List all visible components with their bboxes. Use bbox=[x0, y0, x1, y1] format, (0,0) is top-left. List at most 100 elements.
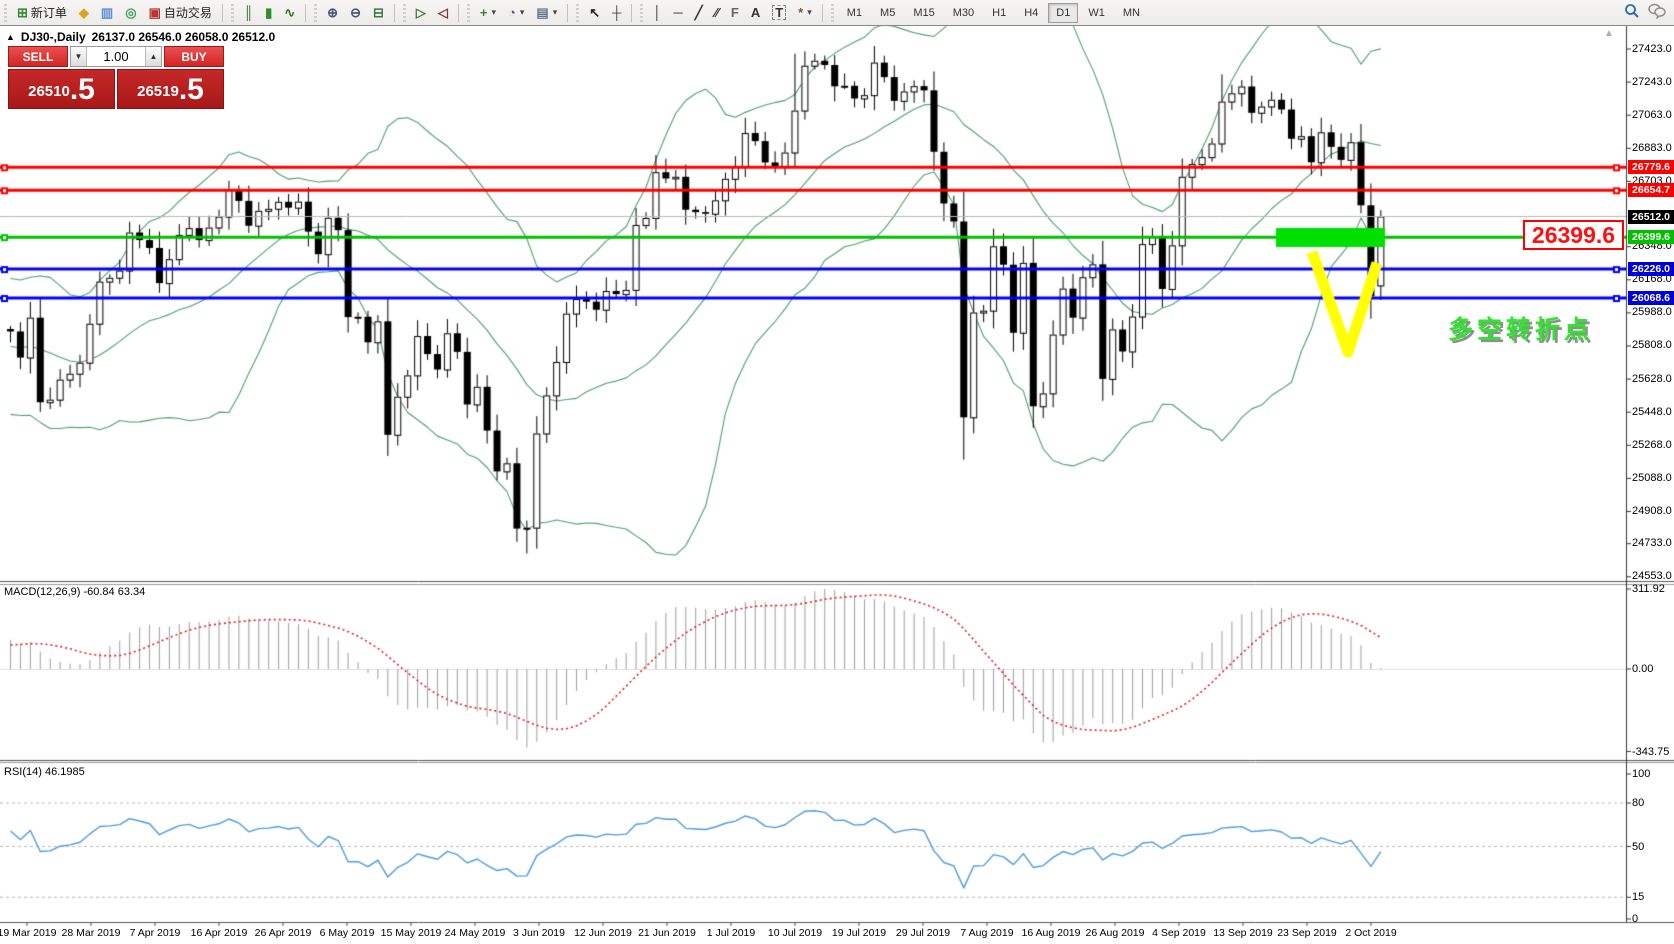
toolbar-grip[interactable] bbox=[2, 3, 9, 22]
auto-scroll-button[interactable]: ◁ bbox=[433, 3, 453, 22]
templates-button[interactable]: ▤ ▾ bbox=[531, 3, 562, 22]
key-level-price-label[interactable]: 26399.6 bbox=[1523, 220, 1624, 250]
toolbar-separator bbox=[631, 3, 633, 22]
toolbar-grip[interactable] bbox=[464, 3, 472, 22]
buy-price[interactable]: 26519 .5 bbox=[117, 69, 224, 109]
sell-price-fraction: .5 bbox=[69, 73, 95, 106]
search-icon[interactable] bbox=[1624, 3, 1640, 22]
indicators-button-caret[interactable]: ▾ bbox=[491, 7, 496, 17]
metaeditor-button[interactable]: ◆ bbox=[74, 3, 94, 22]
buy-price-main: 26519 bbox=[137, 83, 179, 100]
crosshair-button[interactable]: ┼ bbox=[607, 3, 626, 22]
toolbar: ⊞ 新订单 ◆ ▥ ◎ ▣ 自动交易 ║ ▮ ∿ ⊕ ⊖ ⊟ ▷ ◁ + ▾ ◔ ▾ ▤ ▾ ↖ ┼ │ ─ ╱ ∕∕ F A T * ▾ M1… bbox=[0, 0, 1674, 26]
timeframe-h1[interactable]: H1 bbox=[992, 6, 1007, 19]
sell-button[interactable]: SELL bbox=[8, 46, 68, 67]
toolbar-grip[interactable] bbox=[400, 3, 408, 22]
timeframe-m15[interactable]: M15 bbox=[913, 6, 935, 19]
new-order-button[interactable]: ⊞ 新订单 bbox=[12, 1, 72, 24]
bar-chart-button[interactable]: ║ bbox=[239, 3, 258, 22]
horizontal-line-icon: ─ bbox=[673, 5, 683, 20]
cursor-icon: ↖ bbox=[589, 5, 601, 20]
timeframe-m5[interactable]: M5 bbox=[880, 6, 896, 19]
toolbar-grip[interactable] bbox=[312, 3, 320, 22]
one-click-trade-panel: SELL ▼ ▲ BUY 26510 .5 26519 .5 bbox=[8, 46, 224, 109]
toolbar-separator bbox=[221, 3, 223, 22]
candlestick-chart-icon: ▮ bbox=[265, 5, 273, 20]
trendline-icon: ╱ bbox=[694, 5, 703, 20]
timeframe-d1[interactable]: D1 bbox=[1048, 2, 1079, 23]
vertical-line-button[interactable]: │ bbox=[648, 3, 666, 22]
toolbar-grip[interactable] bbox=[638, 3, 646, 22]
chart-shift-marker[interactable]: ▲ bbox=[1604, 28, 1614, 39]
indicators-icon: + bbox=[479, 5, 488, 20]
toolbar-separator bbox=[457, 3, 459, 22]
arrows-button[interactable]: * ▾ bbox=[793, 3, 817, 22]
line-chart-icon: ∿ bbox=[284, 5, 296, 20]
new-order-button-label: 新订单 bbox=[30, 6, 67, 20]
text-icon: A bbox=[750, 5, 761, 20]
crosshair-icon: ┼ bbox=[612, 5, 622, 20]
tile-windows-button[interactable]: ⊟ bbox=[368, 3, 389, 22]
signals-icon: ◎ bbox=[125, 5, 137, 20]
autotrading-button-label: 自动交易 bbox=[163, 6, 212, 20]
new-order-icon: ⊞ bbox=[17, 5, 28, 20]
volume-stepper: ▼ ▲ bbox=[70, 46, 162, 67]
zoom-in-button[interactable]: ⊕ bbox=[322, 3, 343, 22]
periods-icon: ◔ bbox=[508, 5, 516, 20]
volume-up-button[interactable]: ▲ bbox=[145, 47, 161, 66]
chart-shift-button[interactable]: ▷ bbox=[411, 3, 431, 22]
signals-button[interactable]: ◎ bbox=[120, 3, 141, 22]
auto-scroll-icon: ◁ bbox=[437, 5, 448, 20]
autotrading-button[interactable]: ▣ 自动交易 bbox=[144, 1, 217, 24]
pivot-annotation-text[interactable]: 多空转折点 bbox=[1448, 316, 1594, 344]
cursor-button[interactable]: ↖ bbox=[584, 3, 605, 22]
timeframe-w1[interactable]: W1 bbox=[1088, 6, 1105, 19]
chart-shift-icon: ▷ bbox=[415, 5, 426, 20]
tile-windows-icon: ⊟ bbox=[372, 5, 384, 20]
timeframe-m1[interactable]: M1 bbox=[846, 6, 863, 19]
templates-button-caret[interactable]: ▾ bbox=[552, 7, 558, 17]
candlestick-chart-button[interactable]: ▮ bbox=[260, 3, 277, 22]
timeframe-h4[interactable]: H4 bbox=[1024, 6, 1039, 19]
timeframe-m30[interactable]: M30 bbox=[952, 6, 975, 19]
periods-button-caret[interactable]: ▾ bbox=[519, 7, 525, 17]
vertical-line-icon: │ bbox=[653, 5, 662, 20]
periods-button[interactable]: ◔ ▾ bbox=[503, 3, 529, 22]
buy-button[interactable]: BUY bbox=[164, 46, 224, 67]
remote-terminal-button[interactable]: ▥ bbox=[96, 3, 118, 22]
zoom-in-icon: ⊕ bbox=[327, 5, 339, 20]
templates-icon: ▤ bbox=[536, 5, 549, 20]
toolbar-grip[interactable] bbox=[228, 3, 236, 22]
chat-icon[interactable] bbox=[1648, 3, 1666, 22]
toolbar-separator bbox=[393, 3, 395, 22]
sell-price-main: 26510 bbox=[28, 83, 70, 100]
volume-input[interactable] bbox=[87, 47, 145, 66]
text-label-icon: T bbox=[772, 5, 787, 20]
toolbar-grip[interactable] bbox=[574, 3, 582, 22]
equidistant-channel-button[interactable]: ∕∕ bbox=[710, 3, 724, 22]
buy-price-fraction: .5 bbox=[178, 73, 204, 106]
sell-price[interactable]: 26510 .5 bbox=[8, 69, 115, 109]
line-chart-button[interactable]: ∿ bbox=[279, 3, 300, 22]
chart-title: ▲ DJ30-,Daily 26137.0 26546.0 26058.0 26… bbox=[6, 30, 275, 44]
zoom-out-icon: ⊖ bbox=[350, 5, 361, 20]
timeframe-mn[interactable]: MN bbox=[1122, 6, 1140, 19]
volume-down-button[interactable]: ▼ bbox=[71, 47, 87, 66]
toolbar-grip[interactable] bbox=[828, 3, 836, 22]
zoom-out-button[interactable]: ⊖ bbox=[345, 3, 366, 22]
indicators-button[interactable]: + ▾ bbox=[475, 3, 501, 22]
text-button[interactable]: A bbox=[746, 3, 765, 22]
fibonacci-icon: F bbox=[730, 5, 739, 20]
toolbar-separator bbox=[305, 3, 307, 22]
horizontal-line-button[interactable]: ─ bbox=[668, 3, 687, 22]
trendline-button[interactable]: ╱ bbox=[690, 3, 708, 22]
fibonacci-button[interactable]: F bbox=[726, 3, 744, 22]
equidistant-channel-icon: ∕∕ bbox=[714, 5, 719, 20]
autotrading-icon: ▣ bbox=[148, 5, 161, 20]
text-label-button[interactable]: T bbox=[767, 2, 791, 23]
chart-ohlc-label: 26137.0 26546.0 26058.0 26512.0 bbox=[91, 30, 276, 44]
arrows-button-caret[interactable]: ▾ bbox=[807, 7, 812, 17]
collapse-panel-icon[interactable]: ▲ bbox=[6, 32, 15, 42]
